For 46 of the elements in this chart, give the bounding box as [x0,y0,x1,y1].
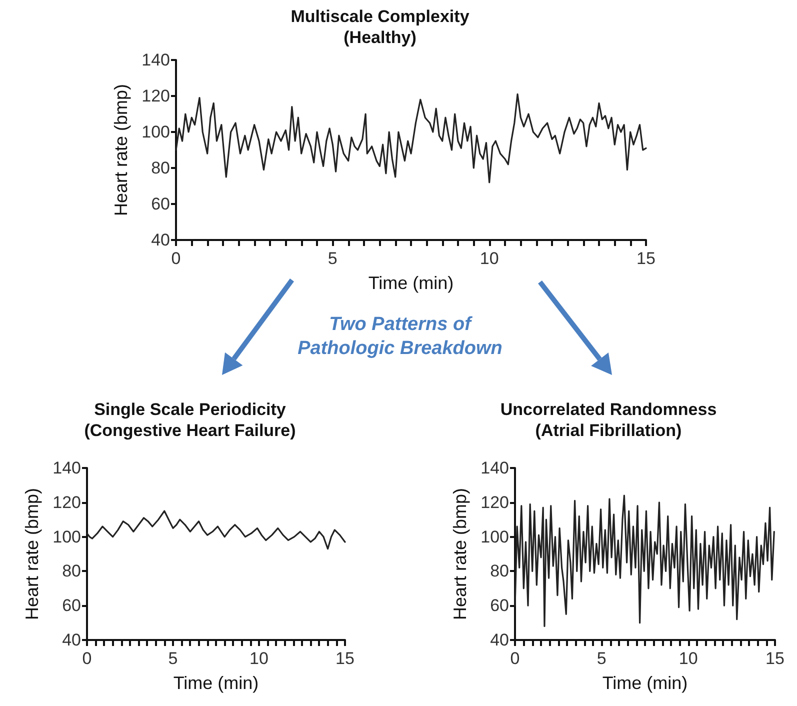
y-tick-label: 80 [490,562,509,581]
chart-subtitle: (Congestive Heart Failure) [83,420,297,441]
y-tick-label: 40 [151,230,170,250]
x-tick-label: 10 [250,649,268,668]
y-axis-title: Heart rate (bmp) [111,84,131,216]
x-tick-label: 5 [596,649,606,668]
line-series [175,93,647,184]
x-axis-title: Time (min) [368,273,454,293]
x-axis-title: Time (min) [602,673,688,693]
chart-title: Uncorrelated Randomness [499,399,718,420]
y-tick-label: 100 [52,527,81,546]
y-tick-label: 120 [480,492,509,512]
x-tick-label: 5 [328,249,338,268]
x-axis-title: Time (min) [173,673,259,693]
chart-subtitle: (Atrial Fibrillation) [534,420,683,441]
y-tick-label: 100 [142,122,170,142]
x-tick-label: 15 [766,649,784,668]
chart-title: Multiscale Complexity [290,6,470,27]
chart-title: Single Scale Periodicity [93,399,287,420]
x-tick-label: 15 [336,649,354,668]
x-tick-label: 0 [510,649,520,668]
y-tick-label: 80 [151,158,170,178]
y-tick-label: 60 [62,596,81,616]
y-tick-label: 140 [142,50,170,70]
y-axis-title: Heart rate (bmp) [450,488,470,620]
x-tick-label: 10 [678,649,698,668]
y-tick-label: 40 [490,630,509,650]
y-tick-label: 140 [480,458,509,478]
x-tick-label: 5 [168,649,178,668]
y-tick-label: 120 [52,492,81,512]
y-axis-title: Heart rate (bmp) [22,488,42,620]
x-tick-label: 0 [171,249,181,268]
y-tick-label: 80 [62,562,81,581]
y-tick-label: 100 [480,527,509,546]
x-tick-label: 0 [82,649,92,668]
x-tick-label: 10 [480,249,499,268]
y-tick-label: 60 [151,194,170,214]
line-series [514,494,775,628]
y-tick-label: 120 [142,86,170,106]
line-series [86,510,346,550]
y-tick-label: 40 [62,630,81,650]
x-tick-label: 15 [636,249,656,268]
chart-subtitle: (Healthy) [342,27,418,48]
y-tick-label: 140 [52,458,81,478]
text: Two Patterns of Pathologic Breakdown [296,313,504,361]
y-tick-label: 60 [490,596,509,616]
